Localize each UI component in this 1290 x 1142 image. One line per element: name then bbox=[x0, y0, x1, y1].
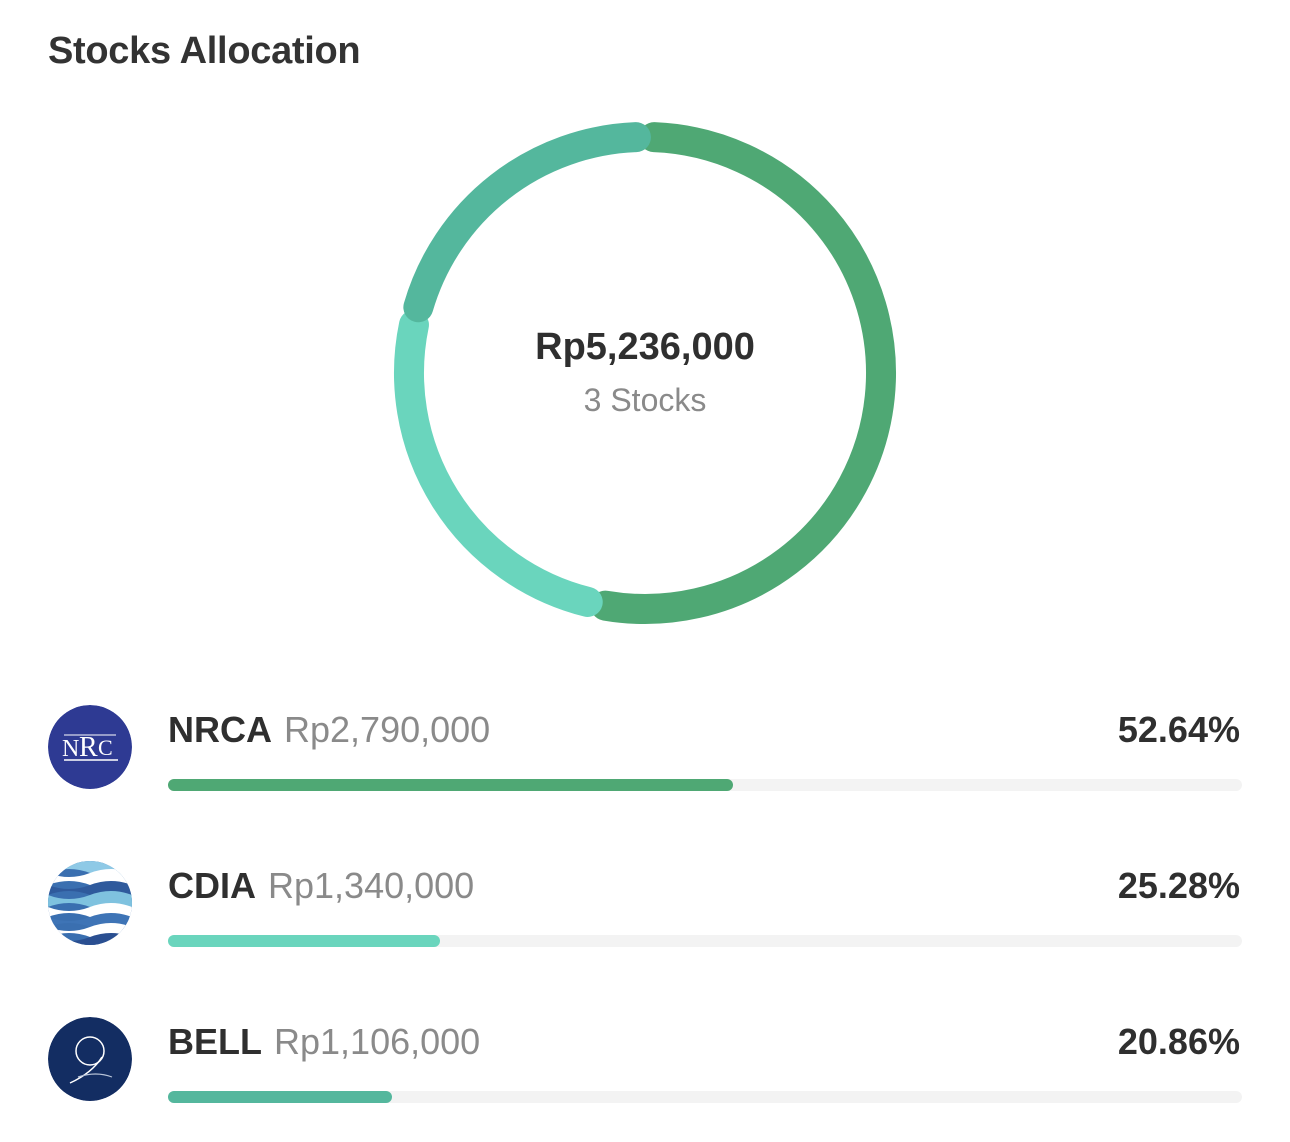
svg-text:N: N bbox=[62, 736, 79, 762]
bell-logo bbox=[48, 1017, 132, 1101]
donut-center: Rp5,236,000 3 Stocks bbox=[390, 118, 900, 628]
stock-percent: 52.64% bbox=[1117, 709, 1240, 750]
allocation-donut-chart: Rp5,236,000 3 Stocks bbox=[390, 118, 900, 628]
allocation-bar-fill bbox=[168, 935, 440, 947]
stock-ticker: CDIA Rp1,340,000 bbox=[168, 865, 475, 906]
total-value: Rp5,236,000 bbox=[535, 326, 755, 368]
stock-row-bell[interactable]: BELL Rp1,106,000 20.86% bbox=[0, 1017, 1290, 1127]
allocation-bar-track bbox=[168, 935, 1242, 947]
donut-svg bbox=[394, 122, 896, 624]
svg-text:R: R bbox=[79, 732, 98, 763]
allocation-bar-track bbox=[168, 779, 1242, 791]
stock-percent: 20.86% bbox=[1117, 1021, 1240, 1062]
stock-row-cdia[interactable]: CDIA Rp1,340,000 25.28% bbox=[0, 861, 1290, 971]
stock-ticker: NRCA Rp2,790,000 bbox=[168, 709, 491, 750]
allocation-bar-track bbox=[168, 1091, 1242, 1103]
allocation-bar-fill bbox=[168, 1091, 393, 1103]
svg-text:C: C bbox=[98, 735, 113, 760]
donut-slice-nrca bbox=[590, 122, 896, 624]
stock-ticker: BELL Rp1,106,000 bbox=[168, 1021, 481, 1062]
section-title: Stocks Allocation bbox=[48, 30, 361, 72]
cdia-logo bbox=[48, 861, 132, 945]
stock-row-nrca[interactable]: N R C NRCA Rp2,790,000 52.64% bbox=[0, 705, 1290, 815]
stock-value: Rp1,340,000 bbox=[268, 865, 475, 906]
nrca-logo: N R C bbox=[48, 705, 132, 789]
donut-slice-bell bbox=[403, 122, 651, 323]
stock-percent: 25.28% bbox=[1117, 865, 1240, 906]
allocation-bar-fill bbox=[168, 779, 734, 791]
donut-slice-cdia bbox=[394, 309, 603, 617]
stock-value: Rp2,790,000 bbox=[284, 709, 491, 750]
stock-count: 3 Stocks bbox=[583, 382, 707, 418]
stock-value: Rp1,106,000 bbox=[274, 1021, 481, 1062]
